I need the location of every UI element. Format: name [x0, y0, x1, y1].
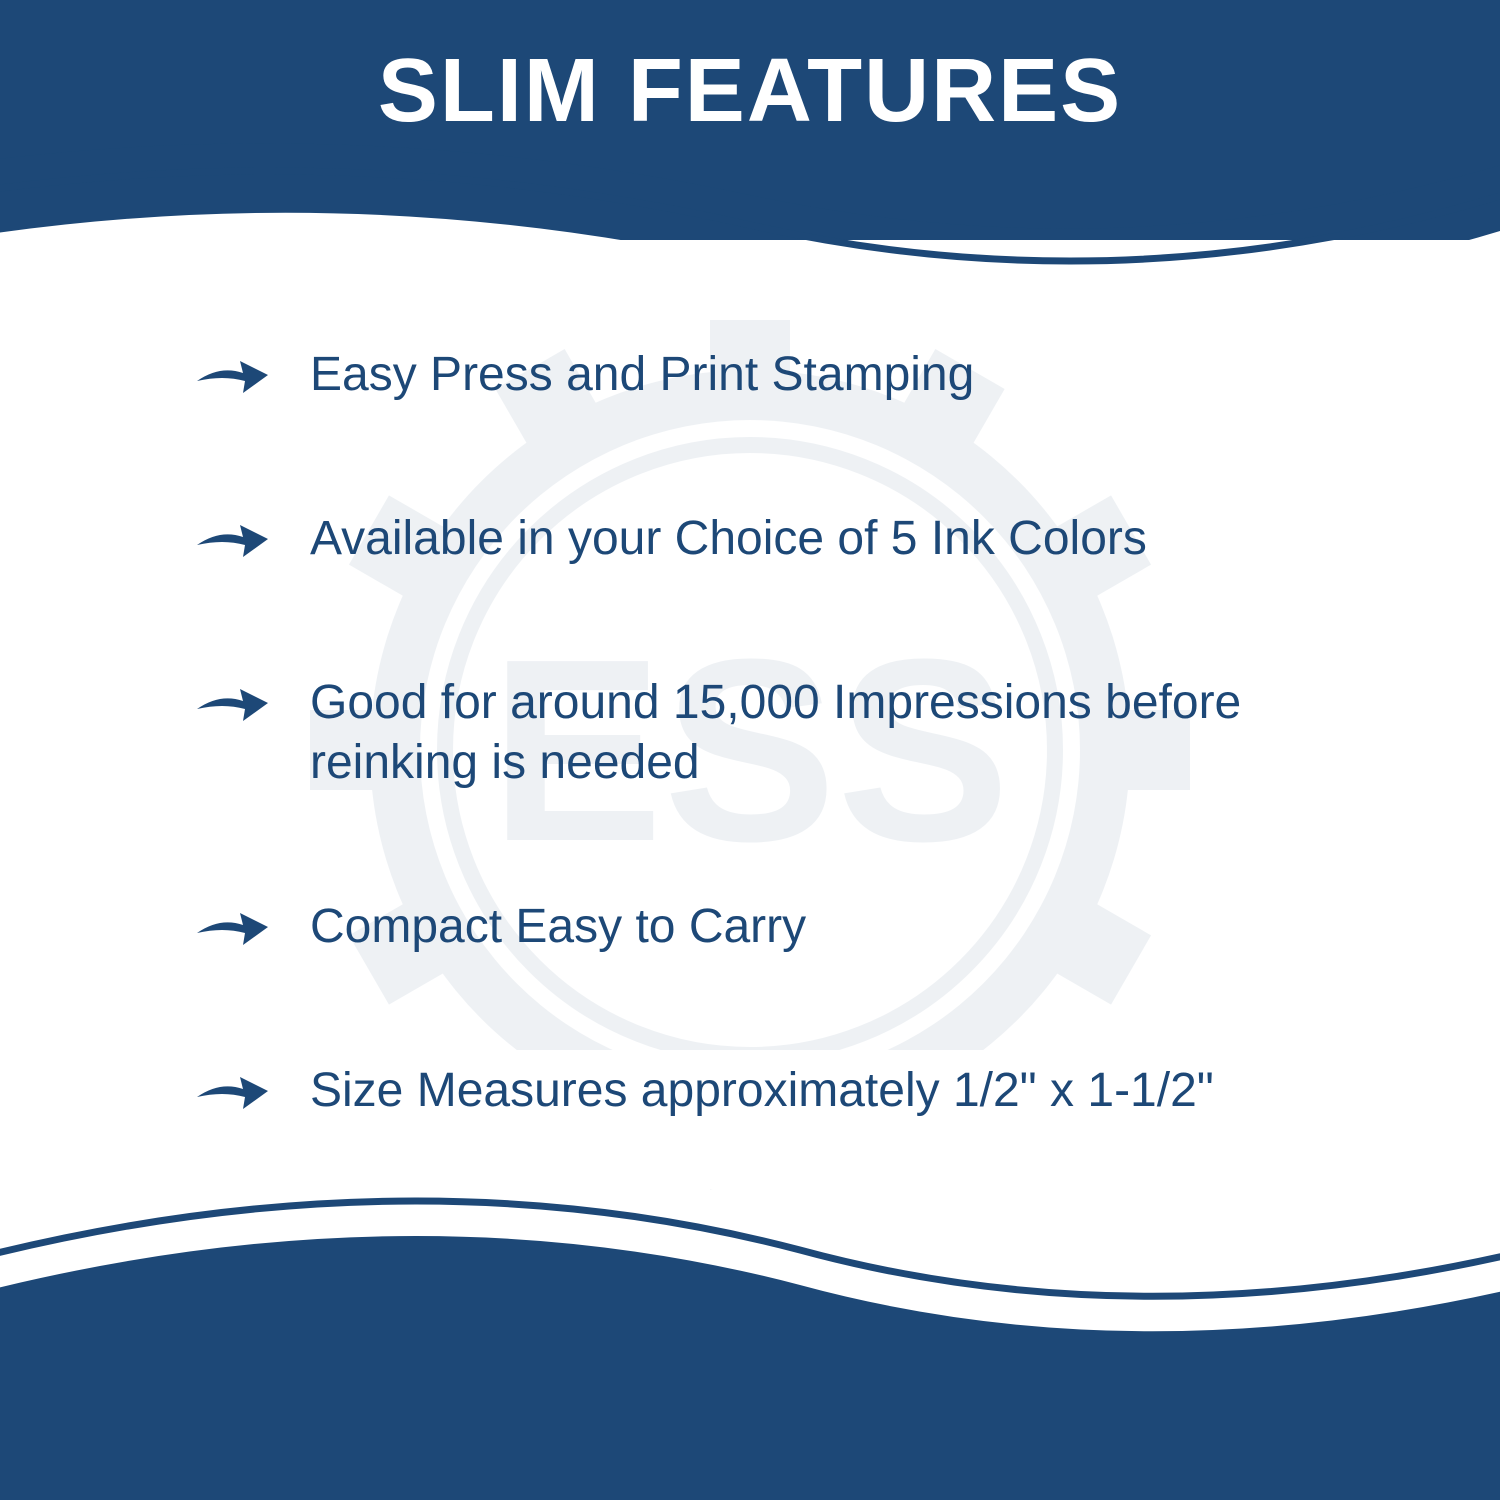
- arrow-icon: [195, 681, 270, 726]
- feature-text: Good for around 15,000 Impressions befor…: [310, 673, 1380, 793]
- feature-item: Available in your Choice of 5 Ink Colors: [195, 509, 1380, 569]
- feature-text: Size Measures approximately 1/2" x 1-1/2…: [310, 1061, 1214, 1121]
- arrow-icon: [195, 517, 270, 562]
- infographic-container: SLIM FEATURES: [0, 0, 1500, 1500]
- arrow-icon: [195, 353, 270, 398]
- feature-text: Easy Press and Print Stamping: [310, 345, 974, 405]
- feature-text: Compact Easy to Carry: [310, 897, 806, 957]
- feature-item: Easy Press and Print Stamping: [195, 345, 1380, 405]
- arrow-icon: [195, 905, 270, 950]
- feature-item: Compact Easy to Carry: [195, 897, 1380, 957]
- feature-text: Available in your Choice of 5 Ink Colors: [310, 509, 1147, 569]
- feature-item: Size Measures approximately 1/2" x 1-1/2…: [195, 1061, 1380, 1121]
- feature-item: Good for around 15,000 Impressions befor…: [195, 673, 1380, 793]
- features-list: Easy Press and Print Stamping Available …: [195, 345, 1380, 1225]
- page-title: SLIM FEATURES: [378, 40, 1122, 143]
- arrow-icon: [195, 1069, 270, 1114]
